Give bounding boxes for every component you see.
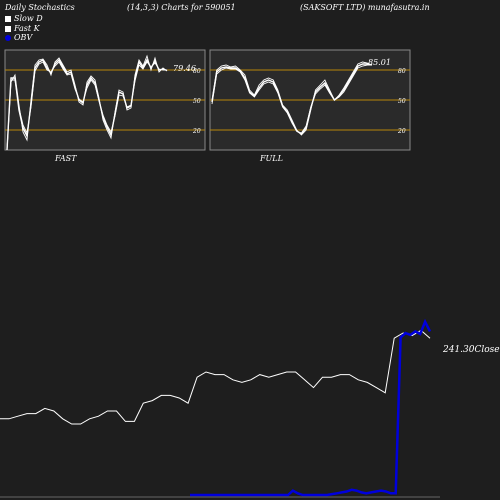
legend-fast-k-label: Fast K: [14, 24, 40, 33]
legend-fast-k: Fast K: [5, 24, 40, 33]
full-level-label-50: 50: [398, 98, 406, 105]
legend-slow-d-swatch: [5, 15, 11, 22]
obv-series-line: [190, 318, 432, 497]
chart-header: Daily Stochastics (14,3,3) Charts for 59…: [0, 0, 500, 50]
chart-params: (14,3,3) Charts for 590051: [127, 3, 236, 12]
legend-obv-label: OBV: [14, 33, 33, 42]
fast-xlabel: FAST: [54, 154, 77, 163]
full-last-value: 85.01: [368, 58, 391, 67]
fast-last-value: 79.46: [173, 64, 196, 73]
full-panel: 20 50 80 FULL 85.01: [209, 49, 411, 163]
close-series-line: [0, 329, 431, 425]
close-last-value: 241.30Close: [442, 345, 500, 355]
fast-level-label-50: 50: [193, 98, 201, 105]
full-series-line-2: [211, 64, 372, 134]
full-level-label-20: 20: [397, 128, 406, 135]
fast-level-label-20: 20: [192, 128, 201, 135]
chart-company: (SAKSOFT LTD) munafasutra.in: [300, 3, 430, 12]
legend-obv-swatch: [5, 34, 11, 41]
fast-series-line-2: [6, 61, 167, 151]
full-series-line-0: [211, 61, 373, 136]
legend-fast-k-swatch: [5, 25, 11, 32]
chart-title: Daily Stochastics: [5, 3, 75, 12]
fast-level-label-80: 80: [193, 68, 201, 75]
legend-slow-d: Slow D: [5, 14, 43, 23]
legend-slow-d-label: Slow D: [14, 14, 43, 23]
full-xlabel: FULL: [259, 154, 283, 163]
fast-panel: 20 50 80 FAST 79.46: [4, 49, 206, 163]
legend-obv: OBV: [5, 33, 32, 42]
full-level-label-80: 80: [398, 68, 406, 75]
price-panel: 241.30Close: [0, 318, 500, 498]
